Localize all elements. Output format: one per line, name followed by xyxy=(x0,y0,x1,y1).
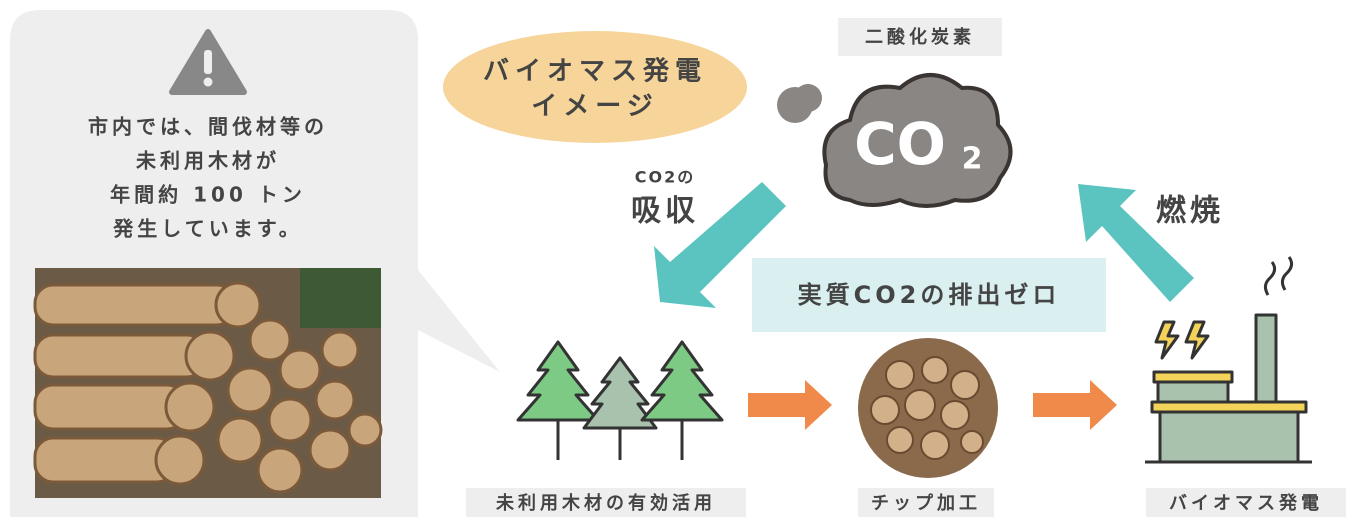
absorb-label: 吸収 xyxy=(631,194,699,229)
title-text: イメージ xyxy=(531,92,658,122)
callout-text: 未利用木材が xyxy=(136,149,280,173)
title-text: バイオマス発電 xyxy=(483,57,707,87)
log-photo xyxy=(35,268,381,498)
title-bubble xyxy=(443,31,747,143)
cloud-subscript: 2 xyxy=(962,142,983,177)
step-label: バイオマス発電 xyxy=(1169,492,1323,514)
callout-text: 年間約 100 トン xyxy=(110,183,306,207)
burn-label: 燃焼 xyxy=(1156,194,1224,229)
absorb-note: CO2の xyxy=(635,168,695,187)
zero-text: 実質CO2の排出ゼロ xyxy=(798,281,1061,309)
co2-label: 二酸化炭素 xyxy=(865,26,975,48)
step-label: 未利用木材の有効活用 xyxy=(496,492,716,514)
diagram: 市内では、間伐材等の 未利用木材が 年間約 100 トン 発生しています。 バイ… xyxy=(0,0,1354,517)
trees xyxy=(518,342,722,460)
step-label: チップ加工 xyxy=(871,492,981,514)
wood-chips xyxy=(858,338,998,478)
callout-text: 発生しています。 xyxy=(112,217,302,241)
cloud-text: CO xyxy=(854,110,946,178)
callout-text: 市内では、間伐材等の xyxy=(88,115,328,139)
